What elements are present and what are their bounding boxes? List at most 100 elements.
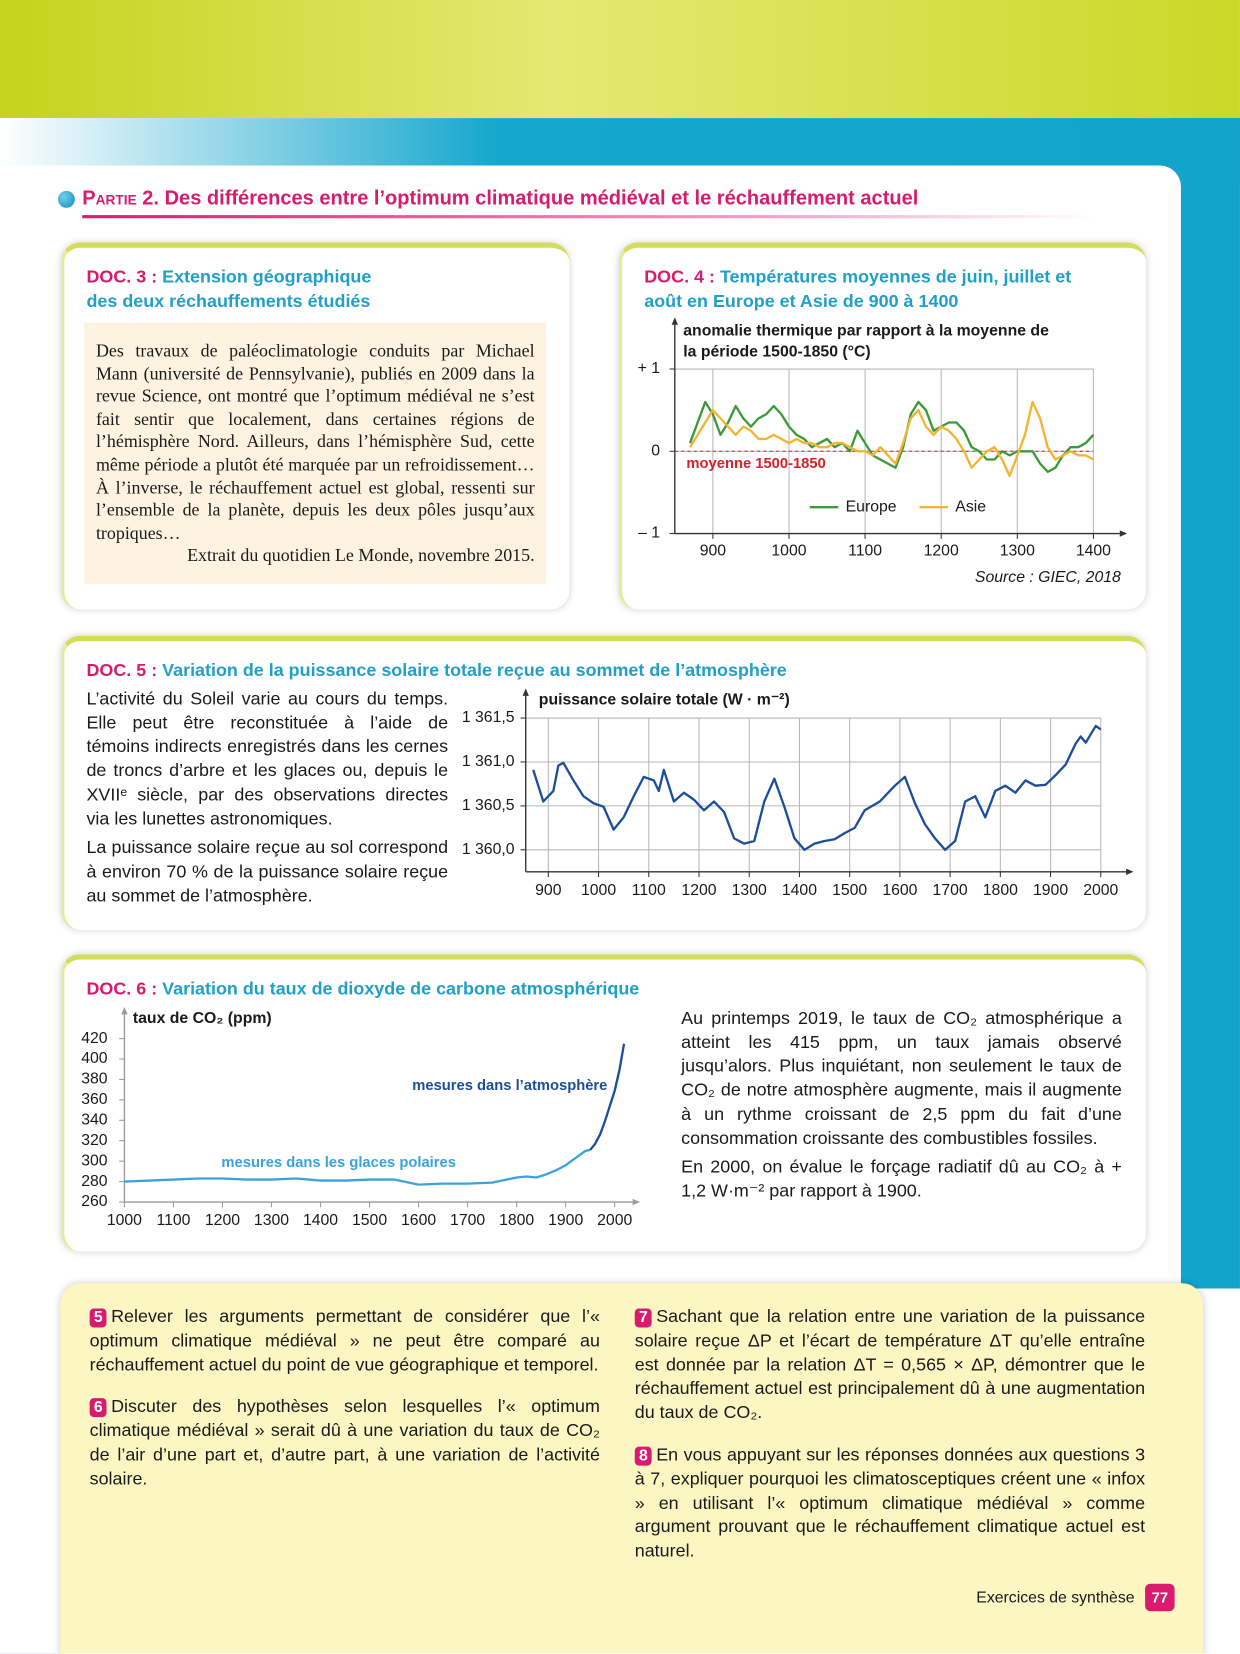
y-axis-arrow: [121, 1006, 128, 1015]
x-tick-label: 1600: [882, 882, 917, 899]
y-tick-label: 320: [81, 1132, 108, 1149]
y-tick-label: + 1: [638, 360, 661, 377]
y-tick-label: 280: [81, 1173, 108, 1190]
x-axis-arrow: [1126, 868, 1134, 875]
doc-3-quote: Des travaux de paléoclimatologie conduit…: [84, 322, 547, 585]
part-underline: [82, 215, 1095, 219]
doc-6-heading: DOC. 6 : Variation du taux de dioxyde de…: [86, 976, 1035, 1000]
doc-3-source: Extrait du quotidien Le Monde, novembre …: [187, 545, 535, 566]
x-tick-label: 1300: [1000, 543, 1035, 560]
question-text: Discuter des hypothèses selon lesquelles…: [89, 1396, 600, 1489]
paragraph: L’activité du Soleil varie au cours du t…: [86, 688, 449, 829]
x-tick-label: 1400: [782, 882, 817, 899]
x-tick-label: 1700: [933, 882, 968, 899]
x-tick-label: 1000: [771, 543, 806, 560]
x-tick-label: 1900: [548, 1212, 583, 1229]
paragraph: La puissance solaire reçue au sol corres…: [86, 837, 449, 906]
data-line: [589, 1043, 626, 1151]
chart-source: Source : GIEC, 2018: [974, 568, 1121, 587]
legend-label: Asie: [955, 498, 986, 515]
y-axis-label: anomalie thermique par rapport à la moye…: [683, 321, 1049, 361]
x-tick-label: 1200: [681, 882, 716, 899]
doc-3-text: Des travaux de paléoclimatologie conduit…: [95, 340, 535, 543]
y-axis-arrow: [522, 688, 529, 696]
right-column: [1170, 118, 1240, 1289]
x-tick-label: 1400: [303, 1212, 338, 1229]
x-tick-label: 1000: [581, 882, 616, 899]
y-tick-label: 1 360,5: [462, 797, 515, 814]
doc-5-heading: DOC. 5 : Variation de la puissance solai…: [86, 658, 1035, 682]
x-tick-label: 1000: [107, 1212, 142, 1229]
y-axis-label: taux de CO₂ (ppm): [132, 1009, 272, 1027]
data-line: [124, 1148, 591, 1186]
part-bullet: [57, 190, 75, 208]
y-axis-label: puissance solaire totale (W · m⁻²): [538, 690, 790, 709]
doc-5-text: L’activité du Soleil varie au cours du t…: [86, 687, 448, 908]
x-tick-label: 1200: [205, 1212, 240, 1229]
x-tick-label: 2000: [1083, 882, 1118, 899]
legend-label: Europe: [846, 498, 897, 515]
footer-section: Exercices de synthèse: [976, 1588, 1135, 1607]
question: 8 En vous appuyant sur les réponses donné…: [634, 1443, 1146, 1563]
x-tick-label: 1300: [732, 882, 767, 899]
question: 6 Discuter des hypothèses selon lesquelle…: [89, 1395, 600, 1491]
y-tick-label: 1 361,5: [462, 709, 515, 726]
paragraph: En 2000, on évalue le forçage radiatif d…: [681, 1156, 1122, 1201]
y-tick-label: 400: [81, 1050, 108, 1067]
series-label: mesures dans les glaces polaires: [221, 1155, 455, 1171]
questions-left: 5 Relever les arguments permettant de con…: [89, 1305, 600, 1491]
x-axis-arrow: [1119, 530, 1128, 537]
doc-title: Extension géographique des deux réchauff…: [86, 266, 372, 312]
x-tick-label: 1100: [632, 882, 666, 899]
doc-4-box: [618, 242, 1147, 610]
doc-5-box: [61, 635, 1147, 930]
x-tick-label: 900: [700, 543, 727, 560]
question-text: En vous appuyant sur les réponses donnée…: [634, 1444, 1146, 1561]
x-tick-label: 1500: [832, 882, 867, 899]
x-tick-label: 1500: [352, 1212, 387, 1229]
y-tick-label: 420: [81, 1030, 108, 1047]
y-tick-label: 0: [651, 442, 660, 459]
top-band: [0, 0, 1240, 119]
y-tick-label: 380: [81, 1071, 108, 1088]
x-tick-label: 1900: [1033, 882, 1068, 899]
x-axis-arrow: [632, 1198, 641, 1206]
x-tick-label: 1200: [924, 543, 959, 560]
page-number: 77: [1145, 1583, 1175, 1612]
question-number: 5: [89, 1308, 107, 1328]
part-title: Des différences entre l’optimum climatiq…: [164, 187, 919, 210]
question-text: Sachant que la relation entre une variat…: [634, 1306, 1146, 1423]
questions-right: 7 Sachant que la relation entre une varia…: [634, 1305, 1146, 1563]
x-tick-label: 1100: [156, 1212, 190, 1229]
x-tick-label: 1400: [1076, 543, 1111, 560]
x-tick-label: 1300: [254, 1212, 289, 1229]
doc-6-text: Au printemps 2019, le taux de CO₂ atmosp…: [681, 1007, 1122, 1204]
doc-label: DOC. 4 :: [644, 266, 715, 287]
x-tick-label: 900: [535, 882, 562, 899]
series-label: mesures dans l’atmosphère: [412, 1078, 607, 1094]
y-tick-label: 260: [81, 1193, 108, 1210]
doc-label: DOC. 5 :: [86, 660, 158, 681]
x-tick-label: 1700: [450, 1212, 485, 1229]
y-tick-label: 1 361,0: [462, 753, 515, 770]
part-label: Partie 2.: [82, 187, 160, 210]
y-tick-label: 360: [81, 1091, 108, 1108]
y-tick-label: 340: [81, 1111, 108, 1128]
question: 5 Relever les arguments permettant de con…: [89, 1305, 600, 1377]
x-tick-label: 1800: [499, 1212, 534, 1229]
doc-label: DOC. 6 :: [86, 978, 158, 999]
data-line: [532, 724, 1102, 851]
x-tick-label: 2000: [597, 1212, 632, 1229]
doc-4-heading: DOC. 4 : Températures moyennes de juin, …: [644, 265, 1087, 314]
doc-title: Variation du taux de dioxyde de carbone …: [162, 978, 640, 999]
y-axis-arrow: [671, 317, 678, 325]
x-tick-label: 1100: [848, 543, 882, 560]
data-line: [689, 400, 1094, 478]
question-number: 8: [634, 1446, 652, 1466]
y-tick-label: 1 360,0: [462, 841, 515, 858]
doc-title: Variation de la puissance solaire totale…: [162, 660, 787, 681]
annotation: moyenne 1500-1850: [686, 456, 825, 472]
